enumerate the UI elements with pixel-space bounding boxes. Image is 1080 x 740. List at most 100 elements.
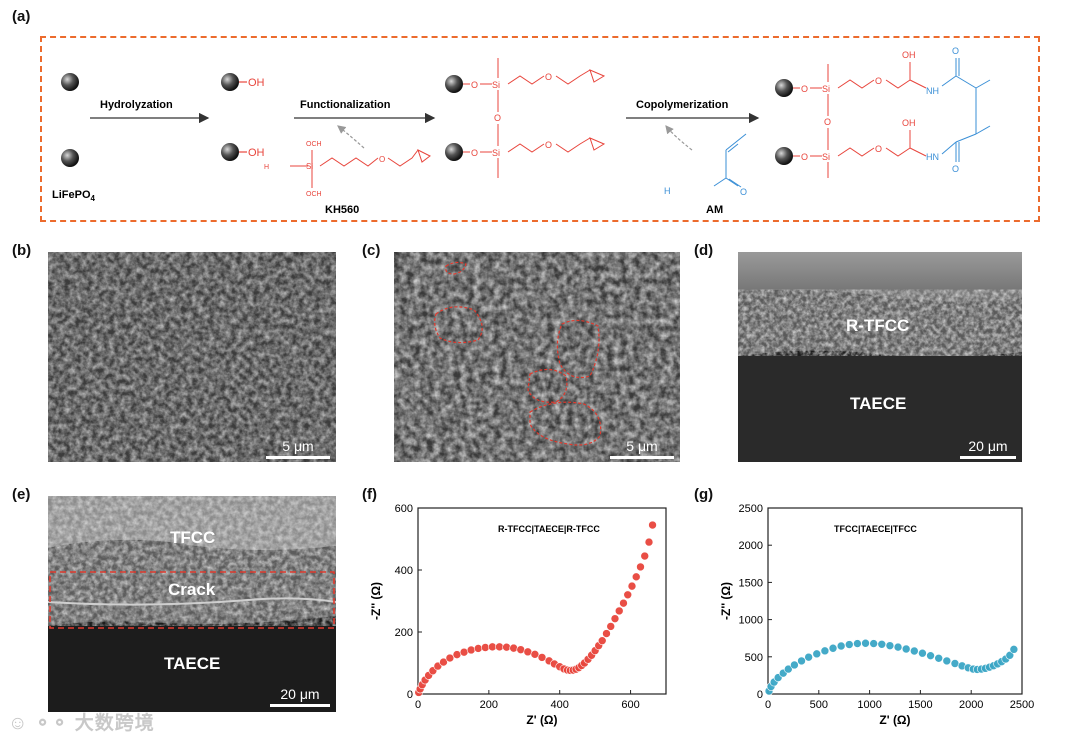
y-tick-label: 600 [395,503,413,515]
sem-image-b: 5 μm [48,252,336,462]
svg-text:Si: Si [492,80,500,90]
lfp-particle-1 [61,73,79,91]
data-point [877,640,887,649]
y-tick-label: 2000 [739,540,763,552]
data-point [627,581,637,591]
data-point [844,640,854,649]
scale-bar-d: 20 μm [960,438,1016,459]
y-tick-label: 500 [745,652,763,664]
y-tick-label: 0 [757,689,763,701]
data-point [893,642,903,652]
step-functionalization: Functionalization [300,99,391,111]
sem-d-texture [738,252,1022,462]
sem-image-c: 5 μm [394,252,680,462]
data-point [502,642,511,652]
scheme-svg: LiFePO4 Hydrolyzation OH OH Functionaliz… [52,46,991,216]
x-tick-label: 600 [621,699,639,711]
x-axis-label: Z' (Ω) [879,713,910,727]
data-point [614,606,624,616]
data-point [623,590,633,600]
svg-text:O: O [952,164,959,174]
data-point [606,622,616,631]
data-point [530,650,540,659]
svg-text:O: O [952,46,959,56]
panel-label-a: (a) [12,8,31,25]
watermark: ☺ ⚬⚬ 大数跨境 [8,713,155,734]
data-point [466,645,476,655]
y-axis-label: -Z'' (Ω) [719,582,733,620]
step-copolymerization: Copolymerization [636,99,729,111]
arrow-am-curve [665,125,693,151]
kh560-label: KH560 [325,204,359,216]
svg-text:O: O [824,117,831,127]
data-point [784,664,793,674]
panel-label-g: (g) [694,486,714,503]
svg-text:Si: Si [306,162,313,171]
data-point [640,551,650,561]
data-point [509,643,518,653]
x-tick-label: 2500 [1010,699,1034,711]
data-point [918,648,927,658]
data-point [828,643,838,653]
data-point [439,657,448,667]
x-tick-label: 2000 [959,699,983,711]
panel-label-d: (d) [694,242,714,259]
x-tick-label: 400 [551,699,569,711]
svg-text:O: O [801,84,808,94]
am-label: AM [706,204,723,216]
lfp-particle-2 [61,149,79,167]
sem-b-texture [48,252,336,462]
data-point [942,656,952,666]
kh560-molecule [290,149,431,188]
svg-text:O: O [875,76,882,86]
data-point [481,643,490,652]
x-tick-label: 500 [810,699,828,711]
nyquist-chart-g: 0 500 1000 1500 2000 2500 0 500 1000 1500 2000 2500… [719,503,1034,727]
svg-text:O: O [471,80,478,90]
data-point [804,652,813,662]
sem-image-e: TFCC Crack TAECE 20 μm [48,496,336,712]
y-tick-label: 1000 [739,615,763,627]
x-axis-label: Z' (Ω) [526,713,557,727]
y-tick-label: 2500 [739,503,763,515]
data-point [610,614,620,623]
data-point [869,639,878,648]
svg-text:NH: NH [926,86,939,96]
panel-label-b: (b) [12,242,32,259]
svg-text:OH: OH [902,50,916,60]
am-molecule [713,133,747,188]
svg-text:OCH: OCH [306,141,322,148]
svg-text:H: H [664,186,671,196]
sem-e-texture [48,496,336,712]
data-point [619,598,628,608]
data-point [812,649,822,659]
svg-text:OCH: OCH [306,191,322,198]
pore-outlines [434,261,602,446]
scale-bar-c: 5 μm [610,438,674,459]
data-point [602,629,611,638]
data-point [885,641,895,650]
data-point [537,653,547,662]
panel-label-f: (f) [362,486,377,503]
x-tick-label: 1000 [857,699,881,711]
y-tick-label: 200 [395,627,413,639]
nyquist-chart-f: 0 200 400 600 0 200 400 600 Z' (Ω) -Z'' (Ω) R-TFCC… [369,503,667,727]
sem-image-d: R-TFCC TAECE 20 μm [738,252,1022,462]
data-point [445,653,455,663]
data-point [910,646,919,656]
legend-label: R-TFCC|TAECE|R-TFCC [498,524,600,534]
data-point [597,636,607,645]
data-point [934,653,943,663]
data-point [836,641,846,651]
arrow-kh560-curve [337,125,365,149]
oh-particle-2 [221,143,239,161]
step-hydrolyzation: Hydrolyzation [100,99,173,111]
svg-text:O: O [471,148,478,158]
svg-text:Si: Si [822,84,830,94]
svg-text:HN: HN [926,152,939,162]
reaction-scheme: LiFePO4 Hydrolyzation OH OH Functionaliz… [40,36,1040,222]
data-point [636,562,645,572]
data-point [516,645,526,654]
x-tick-label: 0 [765,699,771,711]
y-axis-label: -Z'' (Ω) [369,582,383,620]
